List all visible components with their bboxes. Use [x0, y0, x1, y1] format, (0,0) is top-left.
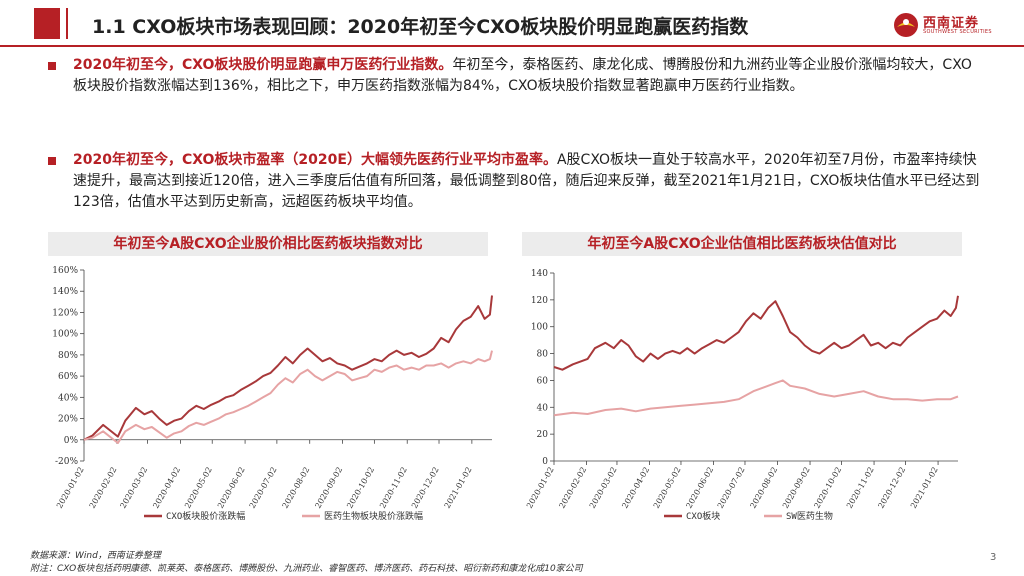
bullet-square-icon	[48, 157, 56, 165]
brand-name-cn: 西南证券	[923, 16, 980, 31]
series-line-2	[553, 379, 959, 417]
footnote: 附注：CXO板块包括药明康德、凯莱英、泰格医药、博腾股份、九洲药业、睿智医药、博…	[30, 564, 583, 574]
bullet-square-icon	[48, 62, 56, 70]
y-tick-label: 60%	[58, 372, 78, 382]
page-number: 3	[990, 552, 997, 563]
legend-label-1: CXO板块	[686, 510, 720, 522]
x-tick-label: 2020-01-02	[525, 466, 556, 510]
y-tick-label: 140	[531, 269, 548, 279]
brand-sun-icon	[894, 13, 918, 37]
x-tick-label: 2020-10-02	[345, 466, 376, 510]
chart-1-title: 年初至今A股CXO企业股价相比医药板块指数对比	[48, 232, 488, 256]
header-rule	[0, 45, 1024, 47]
chart-2-title: 年初至今A股CXO企业估值相比医药板块估值对比	[522, 232, 962, 256]
x-tick-label: 2021-01-02	[443, 466, 474, 510]
x-tick-label: 2020-02-02	[557, 466, 588, 510]
x-tick-label: 2020-02-02	[88, 466, 119, 510]
y-tick-label: 160%	[52, 266, 78, 276]
x-tick-label: 2020-01-02	[55, 466, 86, 510]
x-tick-label: 2020-12-02	[876, 466, 907, 510]
y-tick-label: 120	[531, 296, 548, 306]
x-tick-label: 2020-09-02	[781, 466, 812, 510]
x-tick-label: 2020-08-02	[748, 466, 779, 510]
y-tick-label: 20%	[58, 415, 78, 425]
y-tick-label: 140%	[52, 287, 78, 297]
y-tick-label: 40%	[58, 393, 78, 403]
brand-name-en: SOUTHWEST SECURITIES	[923, 29, 992, 35]
legend-label-1: CXO板块股价涨跌幅	[166, 510, 245, 522]
price-change-chart: -20% 0% 20% 40% 60% 80% 100% 120% 140% 160% 2020-0…	[52, 266, 493, 522]
y-tick-label: 120%	[52, 308, 78, 318]
y-tick-label: 100%	[52, 330, 78, 340]
x-tick-label: 2020-04-02	[620, 466, 651, 510]
bullet-2: 2020年初至今，CXO板块市盈率（2020E）大幅领先医药行业平均市盈率。A股…	[48, 150, 984, 213]
y-tick-label: 0	[542, 457, 548, 467]
x-tick-label: 2020-06-02	[684, 466, 715, 510]
bullet-2-text: A股CXO板块一直处于较高水平，2020年初至7月份，市盈率持续快速提升，最高达…	[73, 152, 980, 210]
y-tick-label: -20%	[55, 457, 78, 467]
x-tick-label: 2020-07-02	[248, 466, 279, 510]
title-divider	[66, 8, 68, 39]
series-line-1	[553, 295, 959, 371]
bullet-1-highlight: 2020年初至今，CXO板块股价明显跑赢申万医药行业指数。	[73, 57, 453, 73]
x-tick-label: 2020-03-02	[588, 466, 619, 510]
bullet-1: 2020年初至今，CXO板块股价明显跑赢申万医药行业指数。年初至今，泰格医药、康…	[48, 55, 984, 97]
series-line-2	[83, 350, 493, 444]
x-tick-label: 2020-09-02	[313, 466, 344, 510]
y-tick-label: 100	[531, 323, 548, 333]
y-tick-label: 60	[537, 376, 549, 386]
y-tick-label: 20	[537, 430, 549, 440]
x-tick-label: 2020-05-02	[183, 466, 214, 510]
brand-logo: 西南证券 SOUTHWEST SECURITIES	[893, 10, 1003, 40]
x-tick-label: 2020-06-02	[216, 466, 247, 510]
bullet-2-highlight: 2020年初至今，CXO板块市盈率（2020E）大幅领先医药行业平均市盈率。	[73, 152, 557, 168]
x-tick-label: 2020-07-02	[716, 466, 747, 510]
series-line-1	[83, 295, 493, 441]
header-logo-block	[34, 8, 60, 39]
bullet-1-text: 年初至今，泰格医药、康龙化成、博腾股份和九洲药业等企业股价涨幅均较大，CXO板块…	[73, 57, 972, 94]
page-title: 1.1 CXO板块市场表现回顾：2020年初至今CXO板块股价明显跑赢医药指数	[92, 16, 749, 38]
x-tick-label: 2020-10-02	[812, 466, 843, 510]
x-tick-label: 2020-03-02	[118, 466, 149, 510]
x-tick-label: 2020-08-02	[281, 466, 312, 510]
y-tick-label: 40	[537, 403, 549, 413]
y-tick-label: 80	[537, 350, 549, 360]
x-tick-label: 2020-05-02	[652, 466, 683, 510]
x-tick-label: 2021-01-02	[909, 466, 940, 510]
legend-label-2: SW医药生物	[786, 510, 833, 522]
legend-label-2: 医药生物板块股价涨跌幅	[324, 510, 423, 522]
x-tick-label: 2020-12-02	[410, 466, 441, 510]
x-tick-label: 2020-11-02	[845, 466, 876, 510]
source-note: 数据来源：Wind，西南证券整理	[30, 551, 161, 561]
y-tick-label: 0%	[64, 436, 79, 446]
x-tick-label: 2020-04-02	[151, 466, 182, 510]
x-tick-label: 2020-11-02	[378, 466, 409, 510]
y-tick-label: 80%	[58, 351, 78, 361]
